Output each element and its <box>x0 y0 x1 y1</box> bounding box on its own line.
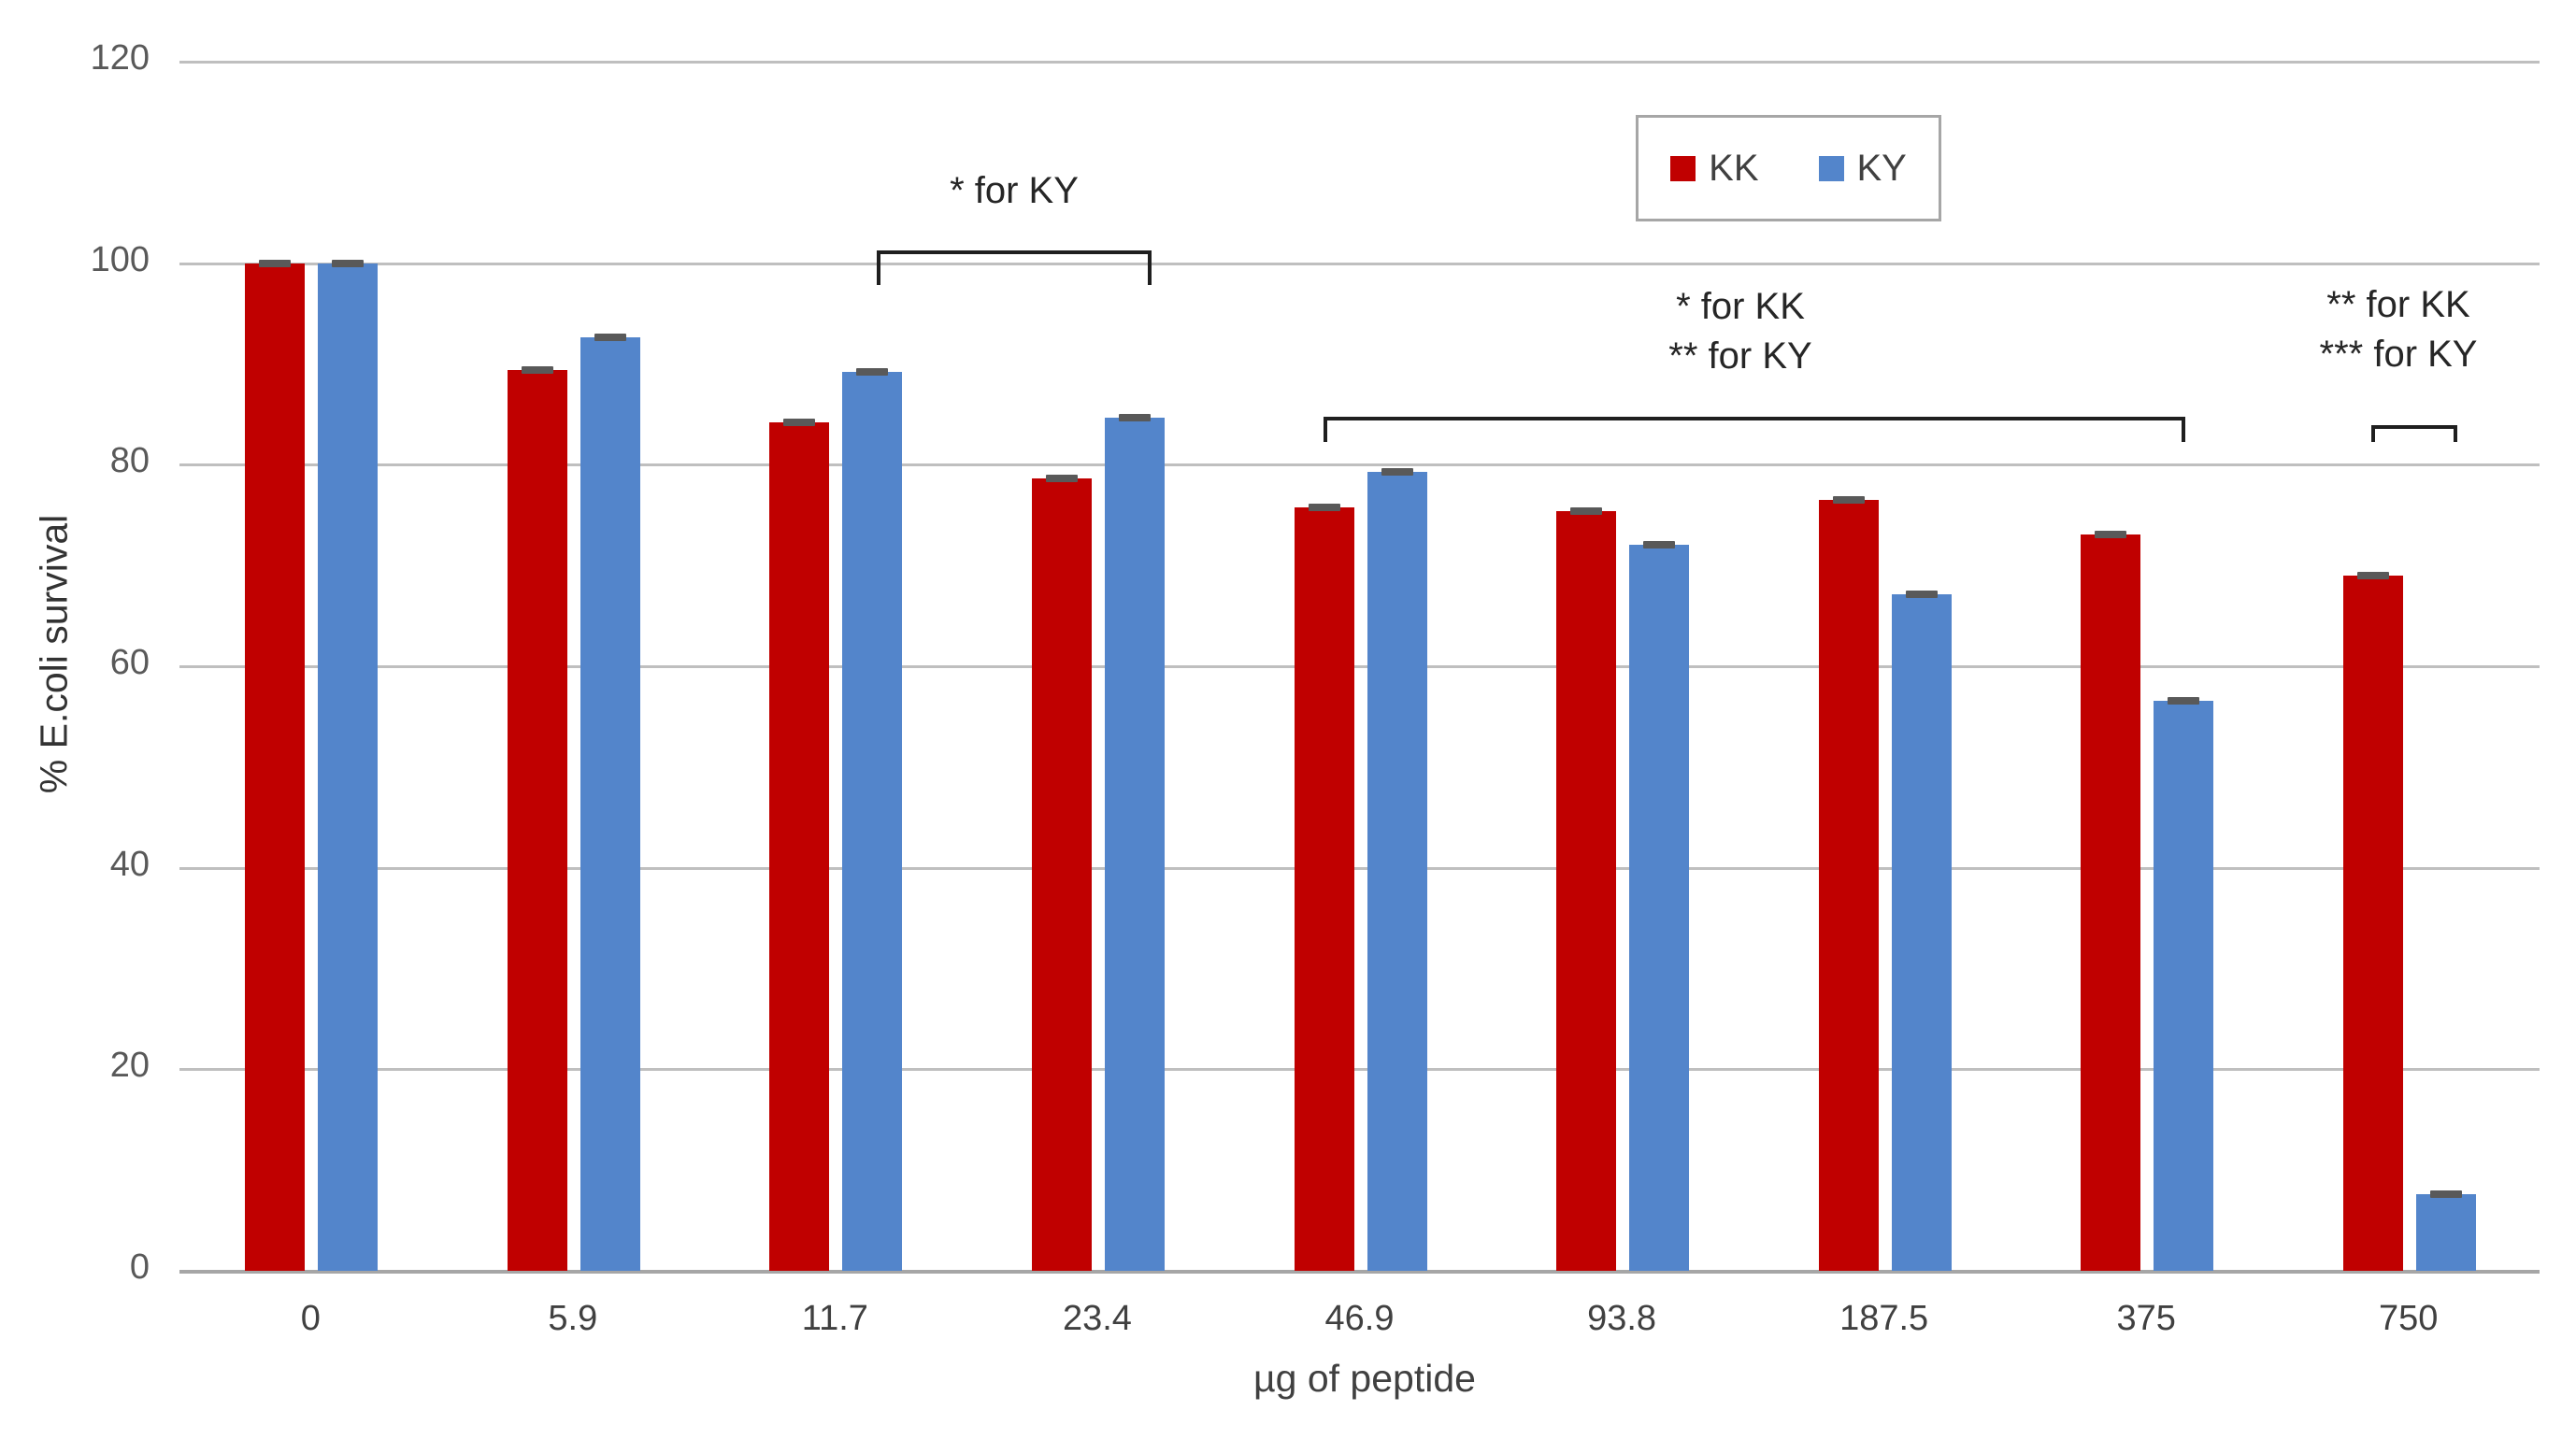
bar-kk-375 <box>2081 534 2141 1271</box>
x-tick-label-11.7: 11.7 <box>801 1299 868 1338</box>
grid-line-0 <box>179 1270 2540 1274</box>
bar-ky-93.8 <box>1629 544 1690 1271</box>
bar-ky-0 <box>318 263 379 1271</box>
annotation-750-significance: ** for KK *** for KY <box>2211 280 2576 379</box>
error-bar-cap <box>2429 1190 2462 1199</box>
error-bar-cap <box>1045 475 1078 483</box>
grid-line-40 <box>179 866 2540 870</box>
error-bar-cap <box>1381 467 1413 476</box>
bar-kk-187.5 <box>1818 500 1879 1271</box>
x-tick-label-5.9: 5.9 <box>548 1299 598 1338</box>
y-tick-label-20: 20 <box>109 1046 150 1086</box>
kk-series-swatch-icon <box>1670 155 1696 181</box>
annotation-bracket-1 <box>877 250 1152 285</box>
ky-series-swatch-icon <box>1818 155 1844 181</box>
bar-kk-11.7 <box>769 422 830 1271</box>
error-bar-cap <box>1832 496 1865 505</box>
error-bar-cap <box>1905 591 1938 599</box>
error-bar-cap <box>332 259 365 267</box>
annotation-ky-significance: * for KY <box>827 166 1201 216</box>
y-tick-label-80: 80 <box>109 441 150 481</box>
annotation-line: * for KY <box>950 170 1079 211</box>
bar-kk-46.9 <box>1294 506 1354 1271</box>
annotation-line: ** for KY <box>1668 335 1812 377</box>
bar-kk-750 <box>2342 575 2403 1271</box>
y-tick-label-100: 100 <box>90 239 150 279</box>
error-bar-cap <box>783 419 816 427</box>
annotation-line: *** for KY <box>2319 334 2478 375</box>
bar-ky-46.9 <box>1367 471 1427 1271</box>
legend-item-kk: KK <box>1670 147 1759 190</box>
annotation-bracket-2 <box>1324 417 2185 442</box>
x-tick-label-23.4: 23.4 <box>1062 1299 1132 1338</box>
error-bar-cap <box>2168 696 2200 705</box>
y-tick-label-60: 60 <box>109 643 150 682</box>
bar-ky-5.9 <box>580 337 640 1271</box>
grid-line-60 <box>179 665 2540 668</box>
bar-kk-5.9 <box>507 369 567 1271</box>
legend: KK KY <box>1636 115 1941 221</box>
error-bar-cap <box>1308 503 1340 511</box>
error-bar-cap <box>1643 540 1676 549</box>
x-tick-label-46.9: 46.9 <box>1324 1299 1395 1338</box>
error-bar-cap <box>2095 530 2127 538</box>
error-bar-cap <box>521 365 553 374</box>
bar-kk-23.4 <box>1031 478 1092 1271</box>
bar-kk-0 <box>245 263 306 1271</box>
annotation-kk-ky-significance: * for KK ** for KY <box>1553 282 1927 381</box>
legend-label-ky: KY <box>1856 147 1907 189</box>
grid-line-120 <box>179 61 2540 64</box>
error-bar-cap <box>1570 506 1603 515</box>
bar-ky-375 <box>2154 700 2214 1271</box>
bar-kk-93.8 <box>1556 510 1617 1271</box>
annotation-line: * for KK <box>1676 286 1805 327</box>
error-bar-cap <box>594 334 626 342</box>
grid-line-80 <box>179 463 2540 467</box>
y-tick-label-0: 0 <box>129 1247 150 1287</box>
y-tick-label-40: 40 <box>109 844 150 884</box>
error-bar-cap <box>856 368 889 377</box>
grid-line-100 <box>179 262 2540 265</box>
x-tick-label-187.5: 187.5 <box>1839 1299 1929 1338</box>
annotation-bracket-3 <box>2371 425 2457 442</box>
grid-line-20 <box>179 1068 2540 1072</box>
x-tick-label-375: 375 <box>2116 1299 2176 1338</box>
x-tick-label-93.8: 93.8 <box>1587 1299 1657 1338</box>
bar-ky-23.4 <box>1104 417 1165 1271</box>
legend-item-ky: KY <box>1818 147 1907 190</box>
annotation-line: ** for KK <box>2326 284 2470 325</box>
legend-label-kk: KK <box>1709 147 1759 189</box>
x-axis-title: µg of peptide <box>1253 1357 1476 1400</box>
bar-ky-750 <box>2415 1194 2476 1271</box>
x-tick-label-0: 0 <box>300 1299 321 1338</box>
error-bar-cap <box>259 259 292 267</box>
error-bar-cap <box>1118 413 1151 421</box>
x-tick-label-750: 750 <box>2379 1299 2439 1338</box>
y-tick-label-120: 120 <box>90 38 150 78</box>
bar-ky-187.5 <box>1891 594 1952 1271</box>
bar-ky-11.7 <box>842 372 903 1271</box>
error-bar-cap <box>2356 571 2389 579</box>
